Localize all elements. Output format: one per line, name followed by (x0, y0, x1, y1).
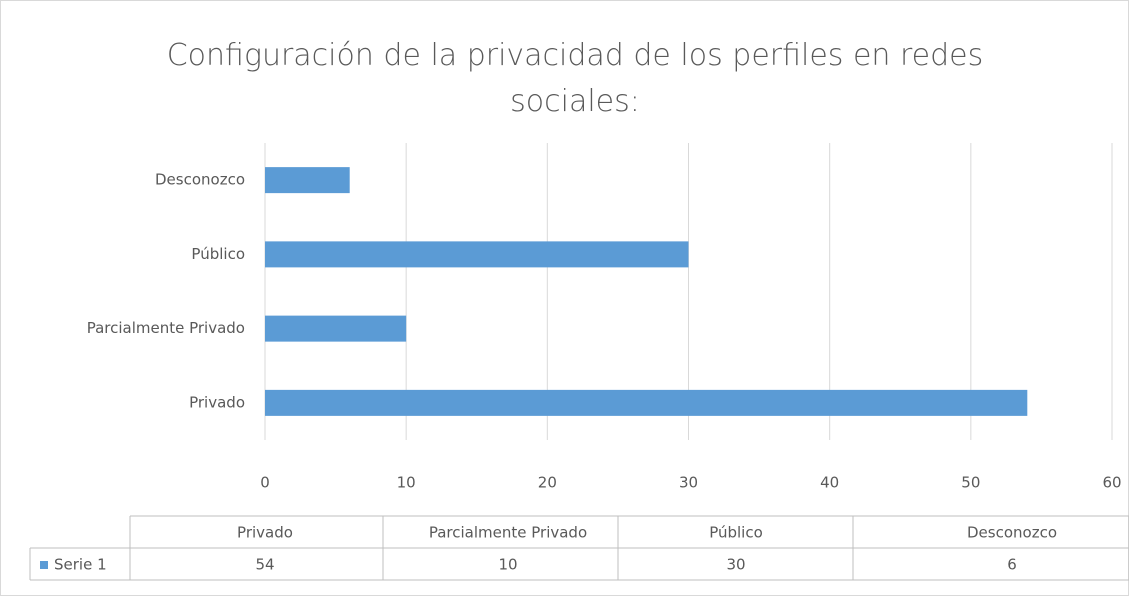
x-tick-label: 10 (397, 474, 416, 492)
table-value: 30 (726, 556, 745, 574)
table-header: Parcialmente Privado (429, 524, 587, 542)
x-tick-label: 30 (679, 474, 698, 492)
y-tick-label: Desconozco (155, 171, 245, 189)
legend-key (40, 561, 48, 569)
y-tick-label: Público (191, 245, 245, 263)
x-tick-label: 20 (538, 474, 557, 492)
table-value: 10 (498, 556, 517, 574)
table-header: Desconozco (967, 524, 1057, 542)
x-tick-label: 60 (1102, 474, 1121, 492)
x-tick-label: 0 (260, 474, 270, 492)
table-value: 6 (1007, 556, 1017, 574)
table-header: Privado (237, 524, 293, 542)
y-tick-label: Privado (189, 393, 245, 411)
table-value: 54 (255, 556, 274, 574)
table-header: Público (709, 524, 763, 542)
x-tick-label: 50 (961, 474, 980, 492)
bar (265, 315, 407, 342)
chart-title: Configuración de la privacidad de los pe… (166, 38, 984, 119)
bar (265, 389, 1028, 416)
bar (265, 167, 350, 194)
bar (265, 241, 689, 268)
legend-label: Serie 1 (54, 556, 107, 574)
y-tick-label: Parcialmente Privado (87, 319, 245, 337)
x-tick-label: 40 (820, 474, 839, 492)
